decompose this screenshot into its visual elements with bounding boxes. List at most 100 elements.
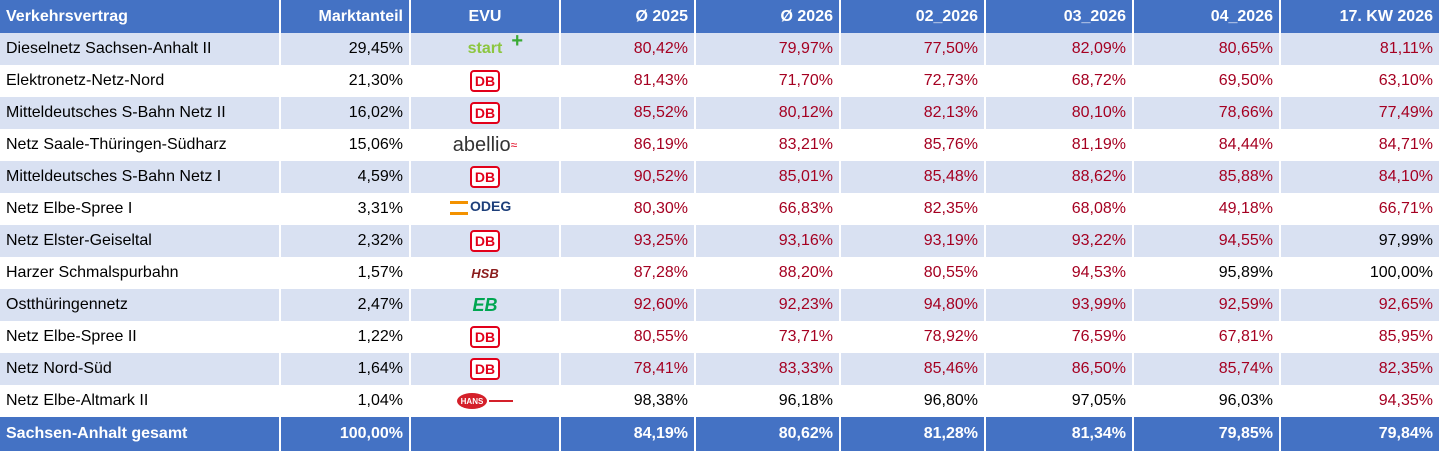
evu-cell: HANS (410, 385, 561, 417)
punctuality-value: 93,22% (985, 225, 1134, 257)
header-03-2026: 03_2026 (985, 0, 1134, 33)
contract-name: Netz Nord-Süd (0, 353, 281, 385)
punctuality-value: 80,30% (560, 193, 696, 225)
total-value: 80,62% (695, 417, 841, 451)
punctuality-value: 76,59% (985, 321, 1134, 353)
db-logo-icon: DB (470, 166, 500, 188)
punctuality-value: 95,89% (1133, 257, 1281, 289)
punctuality-value: 97,05% (985, 385, 1134, 417)
table-row: Ostthüringennetz 2,47% EB 92,60% 92,23% 94,80… (0, 289, 1440, 321)
contract-name: Netz Elster-Geiseltal (0, 225, 281, 257)
punctuality-value: 94,35% (1280, 385, 1440, 417)
db-logo-icon: DB (470, 230, 500, 252)
punctuality-value: 92,23% (695, 289, 841, 321)
total-name: Sachsen-Anhalt gesamt (0, 417, 281, 451)
punctuality-value: 66,83% (695, 193, 841, 225)
punctuality-value: 92,60% (560, 289, 696, 321)
market-share: 2,47% (280, 289, 411, 321)
punctuality-value: 85,46% (840, 353, 986, 385)
table-row: Netz Elbe-Altmark II 1,04% HANS 98,38% 96,18… (0, 385, 1440, 417)
punctuality-value: 81,11% (1280, 33, 1440, 65)
header-marktanteil: Marktanteil (280, 0, 411, 33)
punctuality-value: 94,55% (1133, 225, 1281, 257)
header-avg-2026: Ø 2026 (695, 0, 841, 33)
punctuality-value: 68,08% (985, 193, 1134, 225)
table-row: Netz Nord-Süd 1,64% DB 78,41% 83,33% 85,46% 86… (0, 353, 1440, 385)
total-value: 81,28% (840, 417, 986, 451)
contract-name: Dieselnetz Sachsen-Anhalt II (0, 33, 281, 65)
odeg-logo-icon: ODEG (450, 198, 520, 220)
total-evu (410, 417, 561, 451)
punctuality-value: 96,03% (1133, 385, 1281, 417)
db-logo-icon: DB (470, 358, 500, 380)
evu-cell: ODEG (410, 193, 561, 225)
eb-logo-icon: EB (472, 294, 498, 315)
punctuality-value: 80,55% (840, 257, 986, 289)
punctuality-value: 81,19% (985, 129, 1134, 161)
punctuality-value: 81,43% (560, 65, 696, 97)
punctuality-value: 98,38% (560, 385, 696, 417)
punctuality-value: 80,65% (1133, 33, 1281, 65)
db-logo-icon: DB (470, 70, 500, 92)
evu-cell: start + (410, 33, 561, 65)
market-share: 4,59% (280, 161, 411, 193)
punctuality-value: 90,52% (560, 161, 696, 193)
punctuality-value: 83,21% (695, 129, 841, 161)
punctuality-value: 72,73% (840, 65, 986, 97)
punctuality-value: 84,44% (1133, 129, 1281, 161)
punctuality-value: 88,62% (985, 161, 1134, 193)
punctuality-value: 67,81% (1133, 321, 1281, 353)
punctuality-value: 82,09% (985, 33, 1134, 65)
punctuality-value: 69,50% (1133, 65, 1281, 97)
market-share: 3,31% (280, 193, 411, 225)
total-value: 81,34% (985, 417, 1134, 451)
punctuality-value: 63,10% (1280, 65, 1440, 97)
header-row: Verkehrsvertrag Marktanteil EVU Ø 2025 Ø… (0, 0, 1440, 33)
abellio-logo-icon: abellio ≈ (452, 133, 518, 156)
punctuality-value: 77,50% (840, 33, 986, 65)
punctuality-value: 80,42% (560, 33, 696, 65)
punctuality-value: 86,50% (985, 353, 1134, 385)
contract-name: Elektronetz-Netz-Nord (0, 65, 281, 97)
header-04-2026: 04_2026 (1133, 0, 1281, 33)
market-share: 2,32% (280, 225, 411, 257)
punctuality-value: 66,71% (1280, 193, 1440, 225)
header-kw17-2026: 17. KW 2026 (1280, 0, 1440, 33)
market-share: 29,45% (280, 33, 411, 65)
market-share: 1,64% (280, 353, 411, 385)
table-row: Harzer Schmalspurbahn 1,57% HSB 87,28% 88,20… (0, 257, 1440, 289)
punctuality-value: 85,95% (1280, 321, 1440, 353)
punctuality-value: 96,18% (695, 385, 841, 417)
hanseatische-logo-icon: HANS (455, 390, 515, 412)
hsb-logo-icon: HSB (471, 265, 499, 281)
punctuality-value: 82,35% (840, 193, 986, 225)
punctuality-value: 85,74% (1133, 353, 1281, 385)
db-logo-icon: DB (470, 326, 500, 348)
table-row: Netz Elbe-Spree I 3,31% ODEG 80,30% 66,83% 82… (0, 193, 1440, 225)
punctuality-value: 85,88% (1133, 161, 1281, 193)
total-value: 79,84% (1280, 417, 1440, 451)
punctuality-value: 80,55% (560, 321, 696, 353)
table-row: Netz Saale-Thüringen-Südharz 15,06% abelli… (0, 129, 1440, 161)
header-verkehrsvertrag: Verkehrsvertrag (0, 0, 281, 33)
market-share: 1,57% (280, 257, 411, 289)
punctuality-value: 49,18% (1133, 193, 1281, 225)
punctuality-value: 68,72% (985, 65, 1134, 97)
punctuality-value: 78,66% (1133, 97, 1281, 129)
punctuality-value: 77,49% (1280, 97, 1440, 129)
punctuality-value: 97,99% (1280, 225, 1440, 257)
contract-name: Harzer Schmalspurbahn (0, 257, 281, 289)
header-evu: EVU (410, 0, 561, 33)
punctuality-value: 92,65% (1280, 289, 1440, 321)
market-share: 15,06% (280, 129, 411, 161)
punctuality-value: 94,53% (985, 257, 1134, 289)
punctuality-value: 79,97% (695, 33, 841, 65)
table-row: Mitteldeutsches S-Bahn Netz I 4,59% DB 90,5… (0, 161, 1440, 193)
punctuality-value: 88,20% (695, 257, 841, 289)
table-row: Dieselnetz Sachsen-Anhalt II 29,45% start +… (0, 33, 1440, 65)
start-logo-icon: start + (467, 33, 523, 57)
evu-cell: DB (410, 161, 561, 193)
punctuality-value: 83,33% (695, 353, 841, 385)
punctuality-value: 85,76% (840, 129, 986, 161)
punctuality-value: 93,25% (560, 225, 696, 257)
